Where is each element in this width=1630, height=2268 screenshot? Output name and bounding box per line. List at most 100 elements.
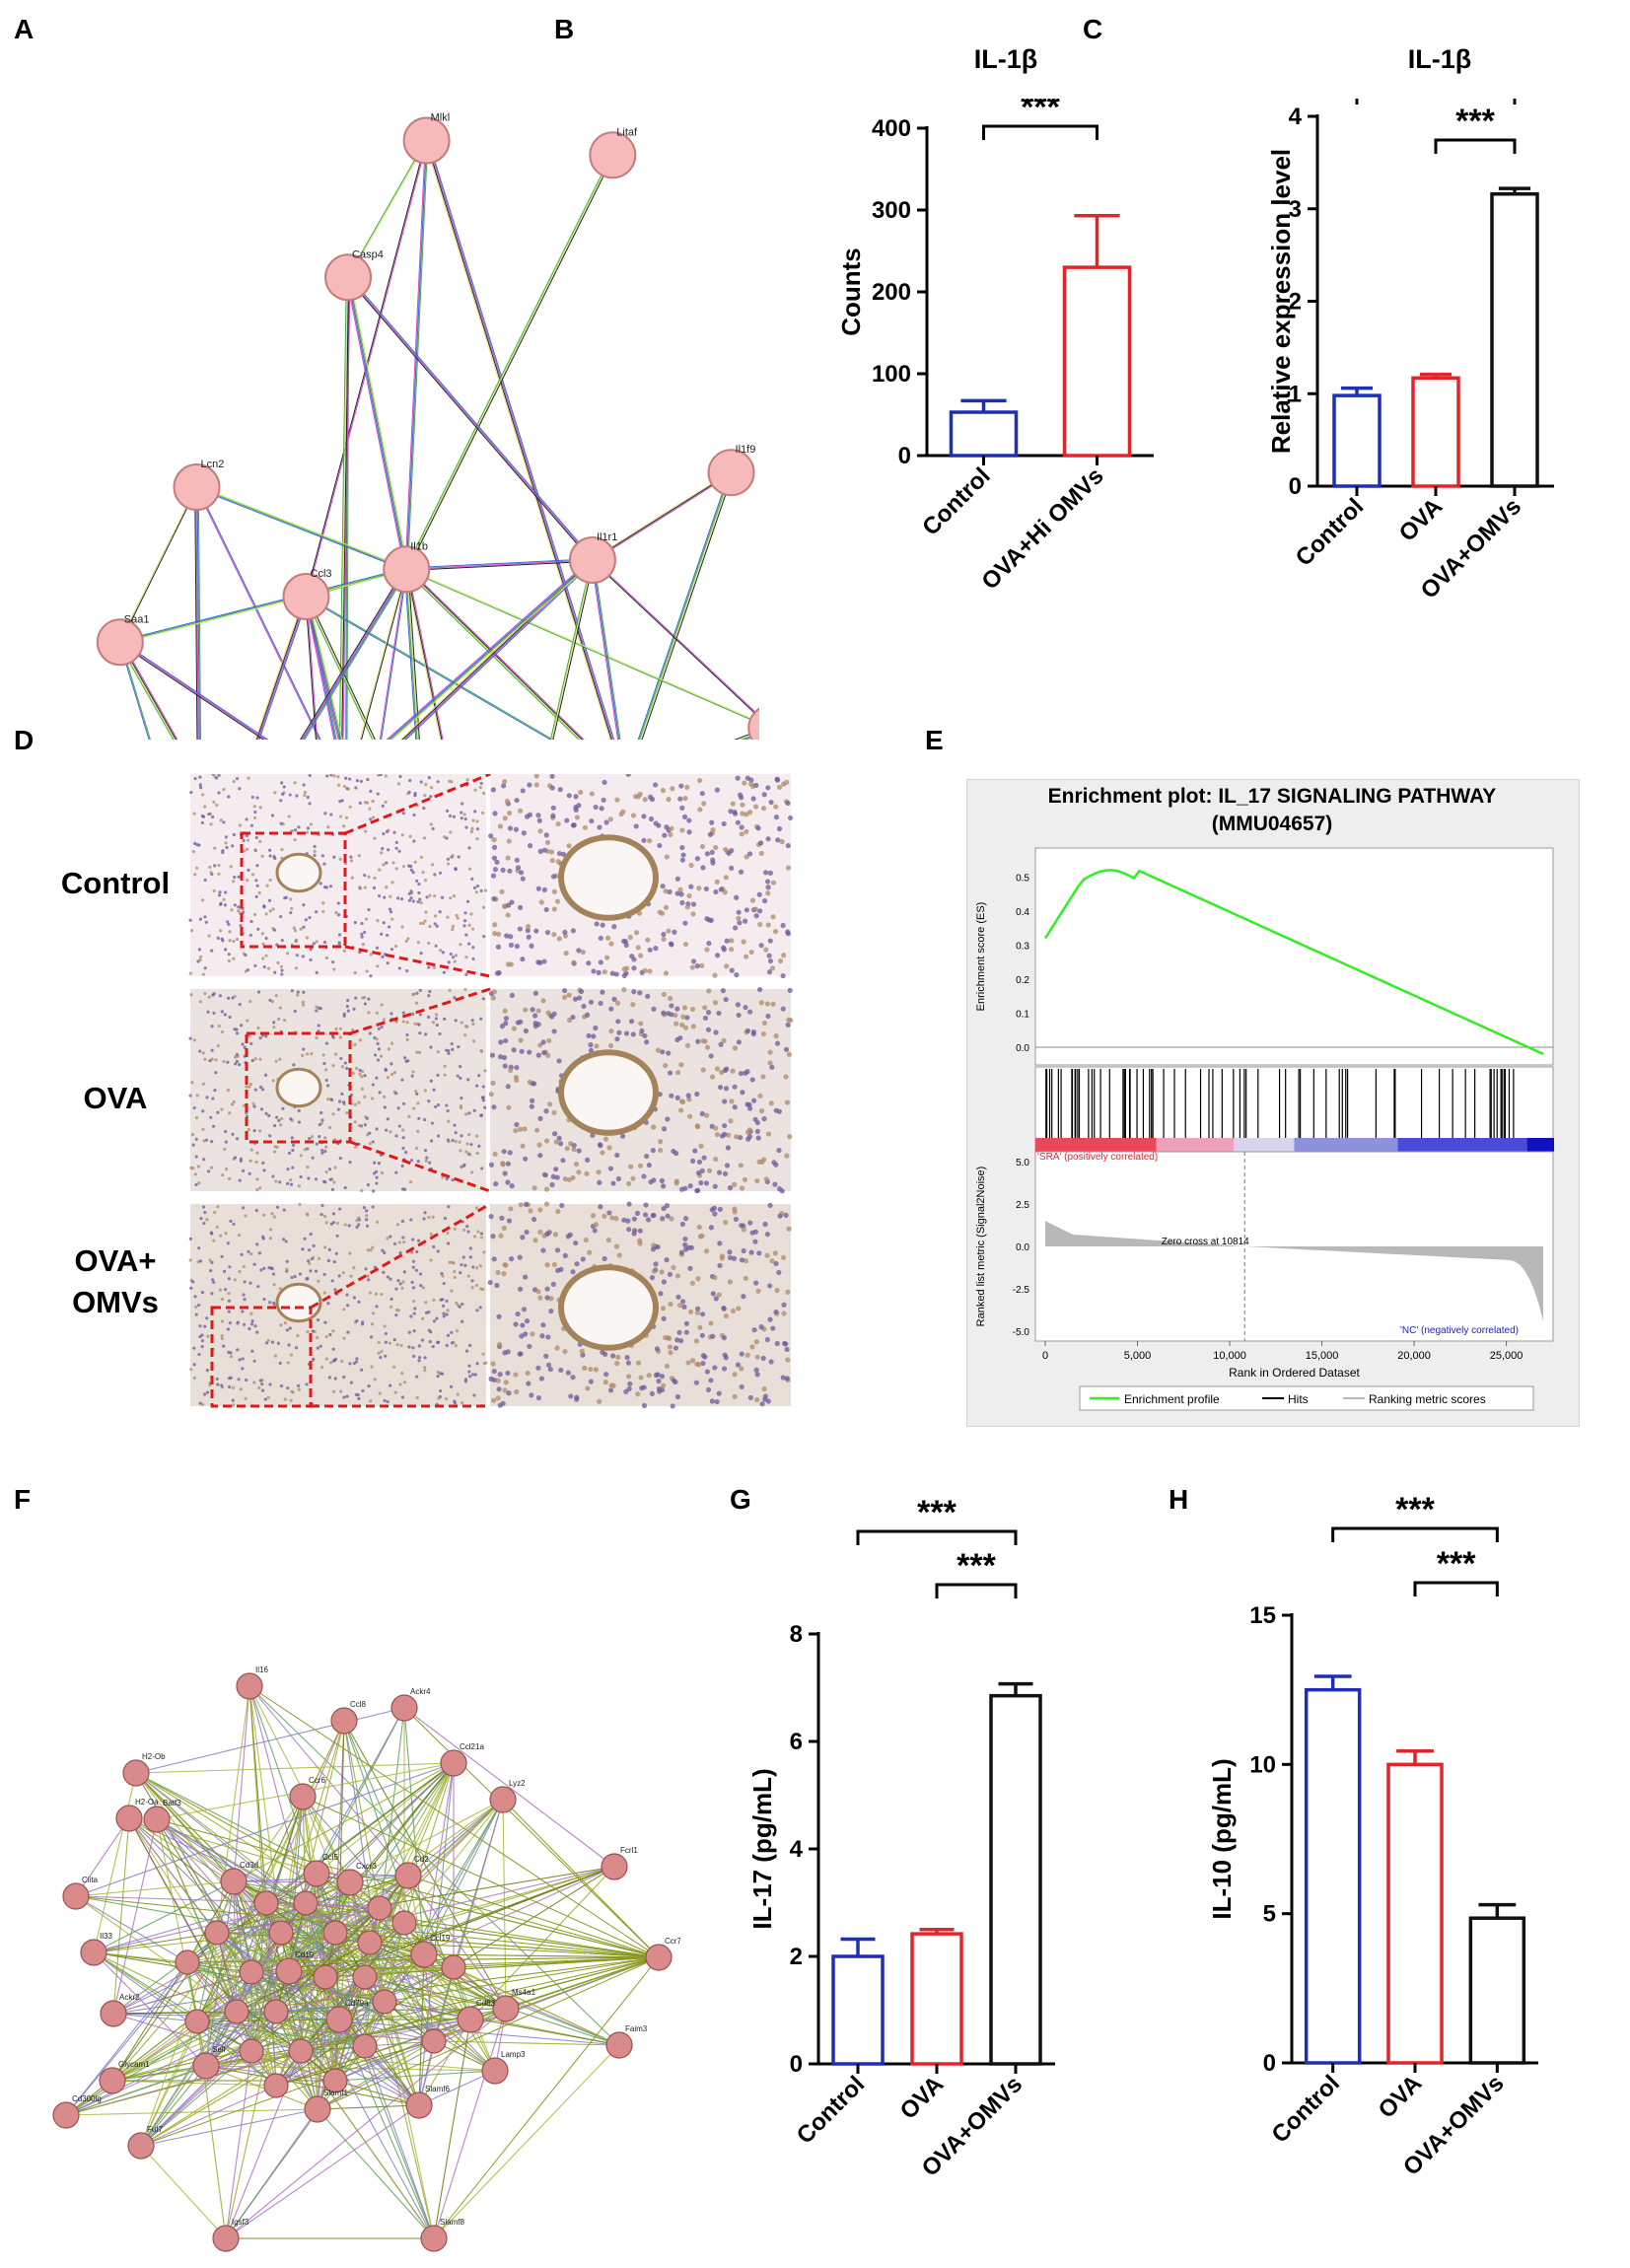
cell-nucleus <box>358 886 362 889</box>
cell-nucleus <box>301 1003 306 1007</box>
cell-nucleus <box>302 990 306 994</box>
cell-nucleus <box>331 1112 335 1116</box>
cell-nucleus <box>338 815 343 818</box>
cell-nucleus <box>544 1295 550 1301</box>
cell-nucleus <box>753 913 759 919</box>
cell-nucleus <box>289 1117 293 1121</box>
network-edge <box>317 1956 660 2110</box>
network-node <box>80 1939 107 1966</box>
cell-nucleus <box>743 1070 748 1076</box>
network-edge <box>423 1799 504 1955</box>
cell-nucleus <box>264 1034 268 1038</box>
cell-nucleus <box>418 1050 422 1054</box>
network-edge <box>306 596 375 740</box>
cell-nucleus <box>296 993 300 997</box>
cell-nucleus <box>317 1024 320 1028</box>
cell-nucleus <box>252 815 257 820</box>
cell-nucleus <box>500 867 506 873</box>
cell-nucleus <box>576 803 582 809</box>
cell-nucleus <box>505 855 511 861</box>
cell-nucleus <box>268 909 272 913</box>
cell-nucleus <box>454 1131 458 1135</box>
cell-nucleus <box>784 1346 790 1353</box>
cell-nucleus <box>679 1022 685 1028</box>
cell-nucleus <box>705 1027 712 1032</box>
cell-nucleus <box>479 1232 484 1236</box>
cell-nucleus <box>348 1251 352 1255</box>
cell-nucleus <box>248 1171 251 1175</box>
cell-nucleus <box>198 1049 202 1053</box>
cell-nucleus <box>470 877 474 881</box>
cell-nucleus <box>474 1084 479 1088</box>
cell-nucleus <box>390 1305 393 1309</box>
cell-nucleus <box>668 995 673 1002</box>
cell-nucleus <box>378 894 382 898</box>
cell-nucleus <box>701 801 707 807</box>
cell-nucleus <box>774 776 780 782</box>
cell-nucleus <box>436 1371 440 1375</box>
cell-nucleus <box>674 1337 680 1343</box>
cell-nucleus <box>558 1266 564 1272</box>
cell-nucleus <box>328 1361 333 1365</box>
cell-nucleus <box>189 1368 193 1372</box>
cell-nucleus <box>780 1375 786 1381</box>
cell-nucleus <box>741 1227 746 1233</box>
network-node <box>263 2073 289 2098</box>
cell-nucleus <box>548 1296 554 1302</box>
cell-nucleus <box>761 897 768 904</box>
cell-nucleus <box>303 1148 307 1152</box>
cell-nucleus <box>304 918 308 922</box>
cell-nucleus <box>467 1364 471 1368</box>
cell-nucleus <box>474 1283 479 1288</box>
cell-nucleus <box>197 1181 201 1185</box>
network-edge <box>205 1902 267 2067</box>
cell-nucleus <box>785 929 791 935</box>
rank-color-bar <box>1285 1138 1296 1152</box>
cell-nucleus <box>401 1011 405 1015</box>
cell-nucleus <box>666 797 672 803</box>
cell-nucleus <box>406 937 410 941</box>
cell-nucleus <box>729 947 735 953</box>
cell-nucleus <box>445 1176 449 1181</box>
cell-nucleus <box>378 1391 382 1395</box>
cell-nucleus <box>384 1067 388 1072</box>
cell-nucleus <box>754 1177 760 1184</box>
y-tick-label: 300 <box>872 197 911 224</box>
cell-nucleus <box>242 910 246 914</box>
cell-nucleus <box>441 1304 446 1308</box>
network-edge <box>140 2020 198 2147</box>
cell-nucleus <box>411 1238 415 1241</box>
network-edge <box>250 1942 371 1973</box>
cell-nucleus <box>361 1388 365 1393</box>
cell-nucleus <box>658 1291 664 1297</box>
cell-nucleus <box>732 1045 739 1051</box>
cell-nucleus <box>656 822 662 828</box>
cell-nucleus <box>247 776 250 780</box>
cell-nucleus <box>675 1294 681 1300</box>
cell-nucleus <box>554 1345 560 1351</box>
cell-nucleus <box>354 1392 358 1396</box>
cell-nucleus <box>327 1168 332 1171</box>
cell-nucleus <box>523 1274 529 1280</box>
cell-nucleus <box>712 1275 718 1281</box>
cell-nucleus <box>276 1341 281 1345</box>
cell-nucleus <box>770 914 776 920</box>
cell-nucleus <box>682 795 688 802</box>
network-edge <box>140 1956 660 2147</box>
cell-nucleus <box>464 1349 469 1353</box>
cell-nucleus <box>685 1093 691 1099</box>
cell-nucleus <box>490 873 497 879</box>
cell-nucleus <box>491 989 498 995</box>
network-edge <box>640 472 733 740</box>
rank-color-bar <box>1519 1138 1528 1152</box>
network-edge <box>205 2065 496 2072</box>
cell-nucleus <box>465 1224 469 1229</box>
cell-nucleus <box>390 1072 394 1077</box>
network-edge <box>338 1966 455 2020</box>
cell-nucleus <box>297 825 301 829</box>
cell-nucleus <box>635 945 641 951</box>
cell-nucleus <box>238 1063 242 1067</box>
cell-nucleus <box>659 1374 666 1380</box>
network-node <box>220 1868 248 1895</box>
cell-nucleus <box>449 896 453 900</box>
